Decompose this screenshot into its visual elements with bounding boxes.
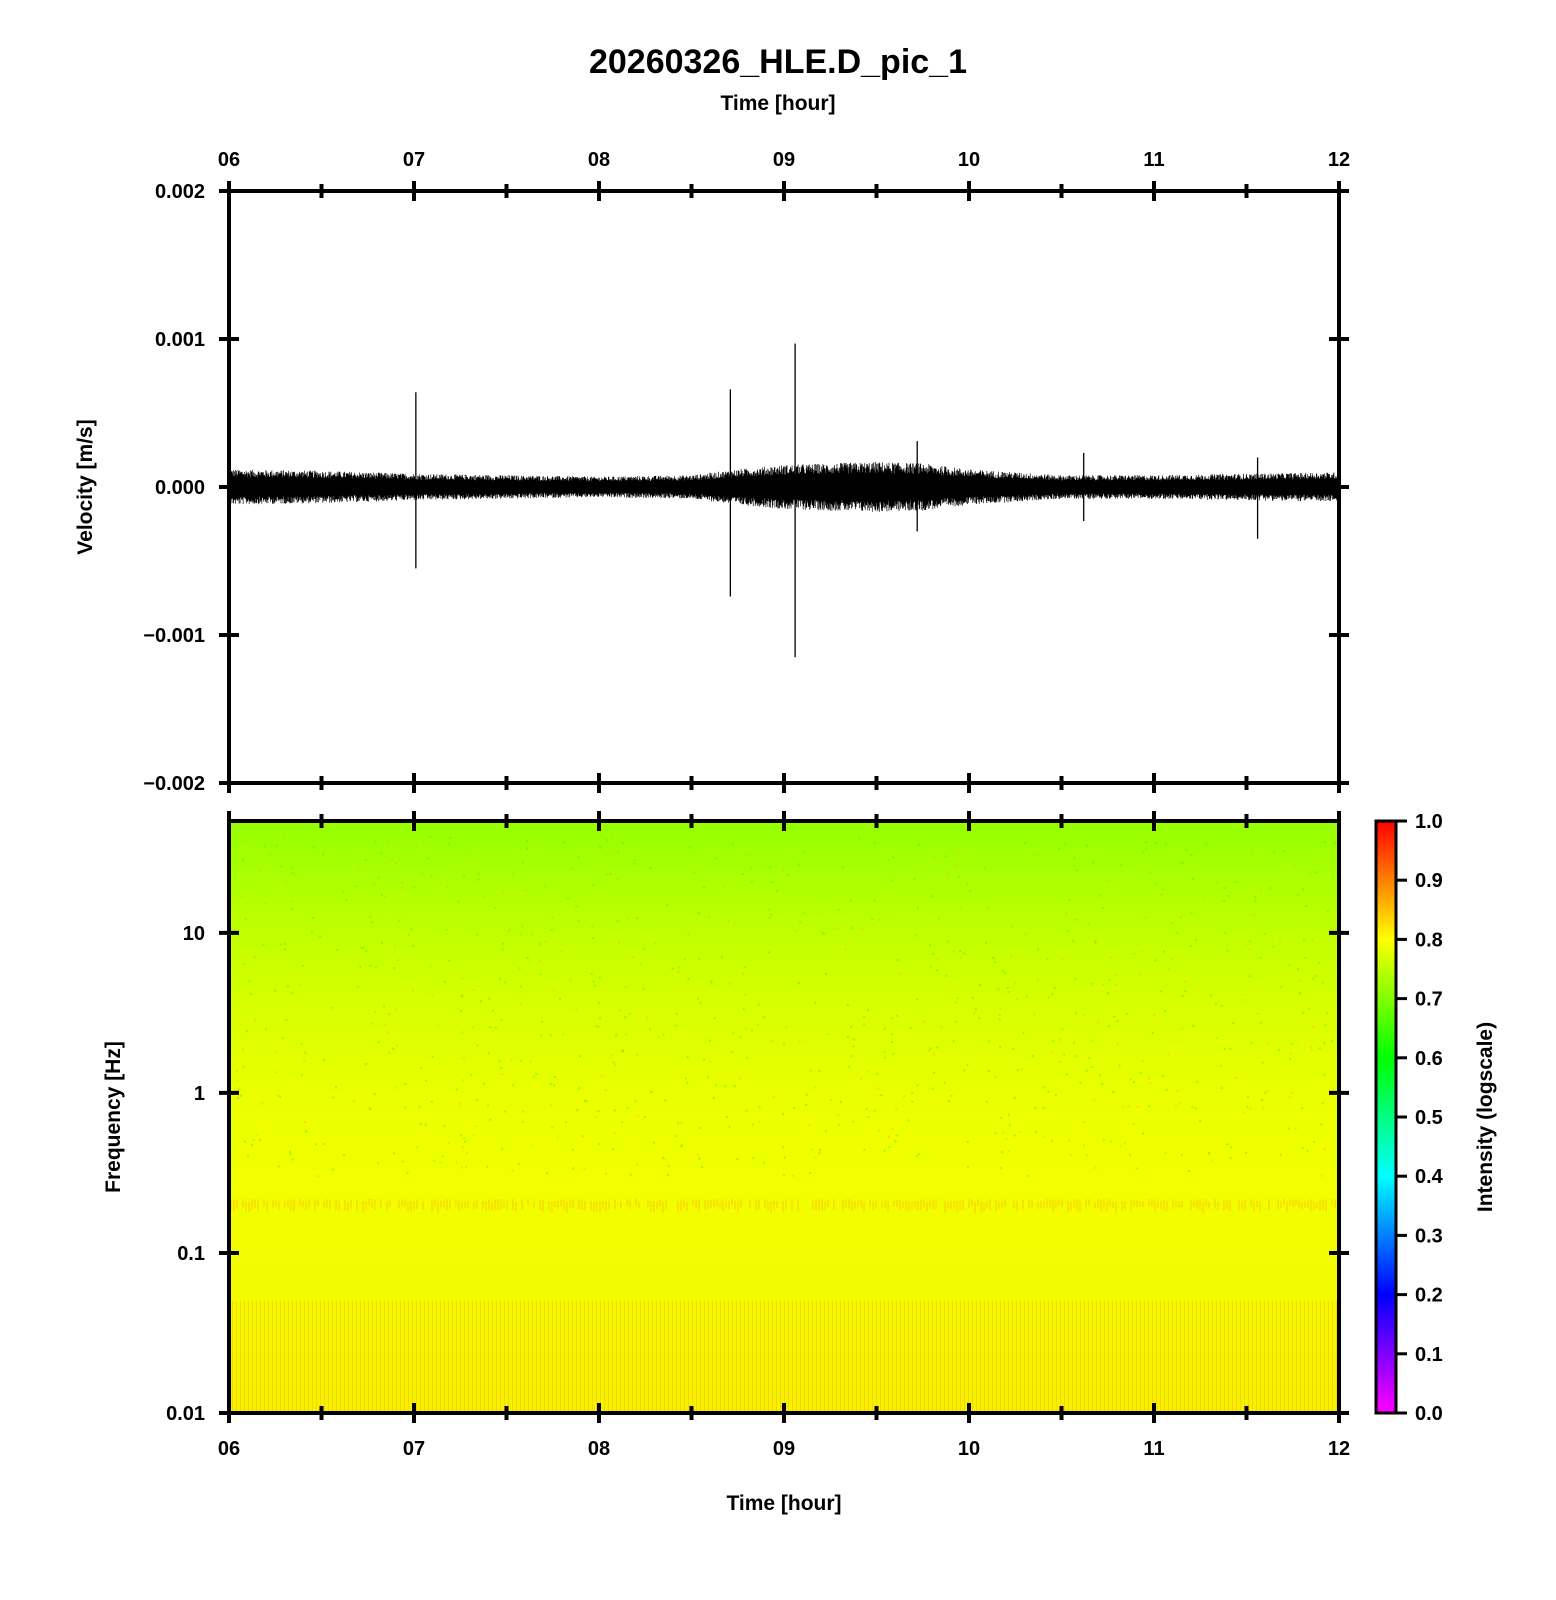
x-tick-label-bottom: 12 [1328, 1438, 1350, 1460]
spectrogram-y-axis-label: Frequency [Hz] [102, 1041, 125, 1193]
colorbar-tick-label: 1.0 [1415, 811, 1443, 833]
x-tick-label-top: 08 [588, 149, 610, 171]
spectrogram-panel: 06 07 08 09 10 11 12 10 1 0.1 0.01 Frequency [Hz]… [102, 811, 1350, 1515]
colorbar-gradient [1376, 821, 1396, 1413]
y-tick-label: 0.001 [155, 329, 205, 351]
colorbar-tick-label: 0.6 [1415, 1048, 1443, 1070]
colorbar-tick-label: 0.0 [1415, 1403, 1443, 1425]
y-tick-label: 0.000 [155, 477, 205, 499]
colorbar-tick-label: 0.8 [1415, 929, 1443, 951]
colorbar-label: Intensity (logscale) [1474, 1022, 1497, 1212]
colorbar-ticks: 1.0 0.9 0.8 0.7 0.6 0.5 0.4 0.3 0.2 0.1 0.0 [1396, 811, 1444, 1425]
colorbar-tick-label: 0.9 [1415, 870, 1443, 892]
y-tick-label: −0.002 [143, 773, 205, 795]
x-tick-label-bottom: 07 [403, 1438, 425, 1460]
x-tick-label-bottom: 06 [218, 1438, 240, 1460]
x-tick-label-top: 11 [1143, 149, 1164, 171]
x-tick-label-top: 07 [403, 149, 425, 171]
y-tick-label: 0.1 [177, 1243, 205, 1265]
spectrogram-ticks [219, 811, 1349, 1423]
waveform-y-axis-label: Velocity [m/s] [74, 419, 97, 554]
y-tick-label: 10 [183, 923, 205, 945]
x-tick-label-bottom: 10 [958, 1438, 980, 1460]
y-tick-label: 0.002 [155, 181, 205, 203]
x-tick-label-bottom: 08 [588, 1438, 610, 1460]
spectrogram-speckle [236, 835, 1338, 1177]
colorbar-tick-label: 0.4 [1415, 1166, 1444, 1188]
colorbar-tick-label: 0.5 [1415, 1107, 1443, 1129]
waveform-x-tick-labels: 06 07 08 09 10 11 12 [218, 149, 1350, 171]
spectrogram-time-bins [229, 1301, 1339, 1413]
waveform-y-tick-labels: 0.002 0.001 0.000 −0.001 −0.002 [143, 181, 205, 795]
y-tick-label: 0.01 [166, 1403, 205, 1425]
spectrogram-y-tick-labels: 10 1 0.1 0.01 [166, 923, 205, 1425]
x-tick-label-top: 06 [218, 149, 240, 171]
colorbar-tick-label: 0.7 [1415, 989, 1443, 1011]
waveform-trace [228, 343, 1340, 658]
x-tick-label-bottom: 11 [1143, 1438, 1164, 1460]
x-tick-label-top: 09 [773, 149, 795, 171]
y-tick-label: 1 [194, 1083, 205, 1105]
colorbar-tick-label: 0.3 [1415, 1225, 1443, 1247]
y-tick-label: −0.001 [143, 625, 205, 647]
spectrogram-speckle [236, 835, 1337, 1178]
waveform-panel: 06 07 08 09 10 11 12 0.002 0.001 0.000 −0.001 −0.0… [74, 149, 1350, 795]
waveform-noise [228, 462, 1340, 512]
x-tick-label-top: 12 [1328, 149, 1350, 171]
colorbar-tick-label: 0.2 [1415, 1285, 1443, 1307]
bottom-x-axis-label: Time [hour] [726, 1492, 841, 1515]
waveform-ticks [219, 181, 1349, 793]
colorbar: 1.0 0.9 0.8 0.7 0.6 0.5 0.4 0.3 0.2 0.1 0.0 Intens… [1374, 811, 1497, 1425]
chart-title: 20260326_HLE.D_pic_1 [589, 43, 967, 81]
top-x-axis-label: Time [hour] [720, 92, 835, 115]
colorbar-tick-label: 0.1 [1415, 1344, 1443, 1366]
spectrogram-texture [229, 835, 1339, 1413]
x-tick-label-bottom: 09 [773, 1438, 795, 1460]
x-tick-label-top: 10 [958, 149, 980, 171]
spectrogram-x-tick-labels: 06 07 08 09 10 11 12 [218, 1438, 1350, 1460]
